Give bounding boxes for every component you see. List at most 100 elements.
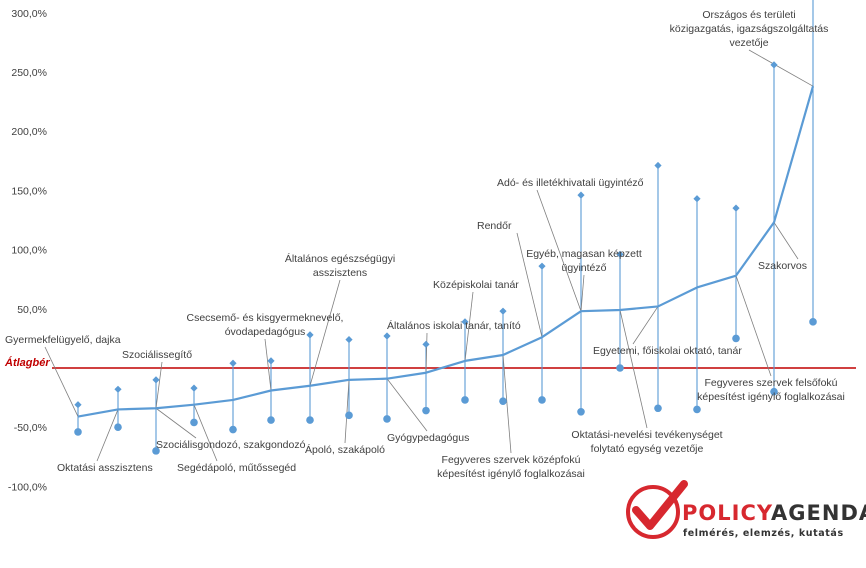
leader-line — [536, 189, 582, 312]
max-marker — [345, 335, 353, 344]
category-label: Fegyveres szervek középfokú képesítést ig… — [437, 454, 585, 480]
min-marker — [693, 405, 701, 414]
category-label: Általános egészségügyi asszisztens — [285, 252, 395, 279]
leader-line — [344, 379, 350, 444]
leader-line — [632, 306, 659, 345]
min-marker — [538, 396, 546, 404]
min-marker — [114, 423, 122, 432]
leader-line — [735, 275, 772, 377]
category-label-line: Rendőr — [477, 220, 512, 232]
max-marker — [306, 331, 314, 339]
category-label-line: Országos és területi — [702, 9, 795, 21]
max-marker — [693, 195, 701, 203]
logo-wordmark: POLICYAGENDA — [682, 501, 866, 525]
logo-checkmark-icon — [632, 480, 688, 530]
max-marker — [770, 61, 778, 69]
min-marker — [499, 397, 507, 405]
min-marker — [732, 334, 740, 343]
median-line-series — [77, 85, 815, 418]
min-marker — [654, 404, 662, 413]
max-marker — [152, 376, 160, 384]
category-label: Segédápoló, műtőssegéd — [177, 462, 296, 474]
max-marker — [114, 385, 122, 393]
y-tick-label: -50,0% — [14, 422, 47, 434]
leader-line — [44, 346, 79, 417]
category-label-line: Fegyveres szervek középfokú — [442, 454, 581, 466]
category-label-line: Oktatási-nevelési tevékenységet — [571, 429, 722, 441]
min-marker — [809, 318, 817, 326]
category-label: Egyetemi, főiskolai oktató, tanár — [593, 345, 742, 357]
category-label-line: Szociálissegítő — [122, 349, 192, 361]
min-marker — [461, 396, 469, 404]
max-marker — [654, 161, 662, 170]
min-marker — [770, 387, 778, 396]
category-label-line: Gyógypedagógus — [387, 432, 469, 444]
y-tick-label: 200,0% — [11, 126, 47, 138]
category-label-line: Szakorvos — [758, 260, 807, 272]
y-tick-label: 150,0% — [11, 185, 47, 197]
category-label-line: képesítést igénylő foglalkozásai — [697, 391, 845, 403]
category-label: Gyógypedagógus — [387, 432, 469, 444]
max-marker — [616, 250, 624, 258]
leader-line — [773, 222, 799, 260]
category-label: Csecsemő- és kisgyermeknevelő, óvodapedag… — [187, 312, 344, 338]
category-label-line: Ápoló, szakápoló — [305, 443, 385, 456]
leader-line — [96, 409, 119, 462]
category-label-line: Fegyveres szervek felsőfokú — [704, 377, 837, 389]
min-marker — [345, 411, 353, 420]
category-label-line: Szociálisgondozó, szakgondozó — [156, 439, 306, 451]
min-marker — [152, 447, 160, 455]
logo-word-agenda: AGENDA — [771, 501, 866, 525]
max-marker — [499, 307, 507, 315]
category-label-line: Általános iskolai tanár, tanító — [387, 319, 521, 332]
category-label: Oktatási asszisztens — [57, 462, 153, 474]
max-marker — [74, 401, 82, 409]
category-label: Szociálisgondozó, szakgondozó — [156, 439, 306, 451]
logo-word-policy: POLICY — [682, 501, 773, 525]
category-label: Oktatási-nevelési tevékenységet folytató … — [571, 429, 722, 455]
category-label: Rendőr — [477, 220, 512, 232]
category-label: Gyermekfelügyelő, dajka — [5, 334, 121, 346]
min-marker — [229, 425, 237, 434]
max-marker — [229, 359, 237, 367]
policy-agenda-logo: POLICYAGENDA felmérés, elemzés, kutatás — [626, 480, 866, 539]
y-tick-label: 50,0% — [17, 304, 47, 316]
category-label: Szakorvos — [758, 260, 807, 272]
min-marker — [190, 418, 198, 427]
category-label-line: képesítést igénylő foglalkozásai — [437, 468, 585, 480]
leader-line — [309, 279, 341, 386]
category-label-line: Segédápoló, műtőssegéd — [177, 462, 296, 474]
max-marker — [190, 384, 198, 392]
category-label-line: óvodapedagógus — [225, 326, 306, 338]
logo-circle — [626, 485, 680, 539]
min-marker — [577, 408, 585, 416]
logo-tagline: felmérés, elemzés, kutatás — [683, 528, 844, 539]
category-label-line: Adó- és illetékhivatali ügyintéző — [497, 177, 644, 189]
min-marker — [267, 416, 275, 424]
average-wage-line: Átlagbér — [4, 356, 856, 369]
y-axis-ticks: -100,0% -50,0% 50,0% 100,0% 150,0% 200,0% 250,… — [8, 8, 47, 494]
average-wage-label: Átlagbér — [4, 356, 50, 369]
leader-line — [155, 407, 197, 439]
label-leader-lines — [44, 49, 814, 462]
min-marker — [306, 416, 314, 424]
category-label-line: Középiskolai tanár — [433, 279, 519, 291]
category-label-line: Egyéb, magasan képzett — [526, 248, 642, 260]
max-marker — [383, 332, 391, 340]
category-label: Adó- és illetékhivatali ügyintéző — [497, 177, 644, 189]
leader-line — [386, 378, 428, 432]
category-label: Egyéb, magasan képzett ügyintéző — [526, 248, 642, 274]
category-label-line: ügyintéző — [562, 262, 607, 274]
leader-line — [193, 404, 218, 462]
range-lines — [77, 0, 814, 451]
y-tick-label: 250,0% — [11, 67, 47, 79]
min-marker — [616, 364, 624, 372]
category-label: Országos és területi közigazgatás, igazsá… — [670, 9, 829, 49]
y-tick-label: -100,0% — [8, 481, 47, 493]
category-label: Szociálissegítő — [122, 349, 192, 361]
leader-line — [264, 338, 272, 391]
leader-line — [580, 274, 585, 312]
min-marker — [74, 428, 82, 436]
